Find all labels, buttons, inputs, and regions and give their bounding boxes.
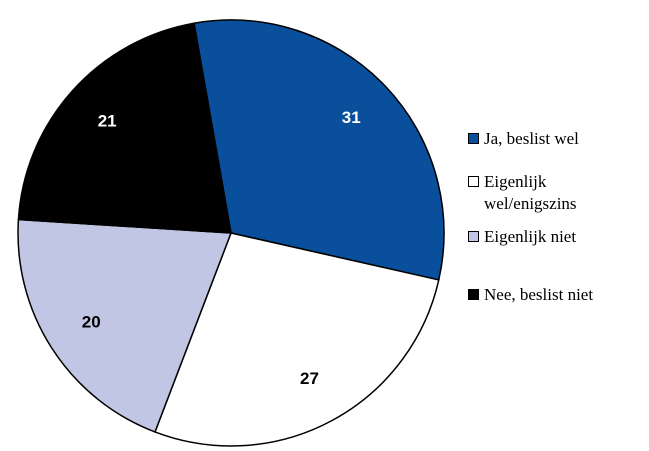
pie-slice (17, 22, 232, 234)
slice-label: 20 (82, 312, 101, 331)
pie-slice (154, 232, 440, 447)
legend-swatch (468, 231, 479, 242)
legend-item: Ja, beslist wel (468, 128, 634, 150)
legend-label: Nee, beslist niet (484, 285, 594, 304)
legend-item: Eigenlijk niet (468, 226, 634, 248)
slice-label: 31 (342, 108, 361, 127)
legend-label: Ja, beslist wel (484, 129, 579, 148)
slice-label: 21 (98, 112, 117, 131)
legend-item: Eigenlijk wel/enigszins (468, 171, 624, 215)
legend-swatch (468, 133, 479, 144)
slice-label: 27 (300, 369, 319, 388)
legend-item: Nee, beslist niet (468, 284, 634, 306)
legend-label: Eigenlijk niet (484, 227, 577, 246)
pie-slice (17, 218, 233, 433)
legend-swatch (468, 176, 479, 187)
pie-slice (193, 19, 445, 281)
legend-swatch (468, 289, 479, 300)
legend-label: Eigenlijk wel/enigszins (484, 172, 577, 213)
